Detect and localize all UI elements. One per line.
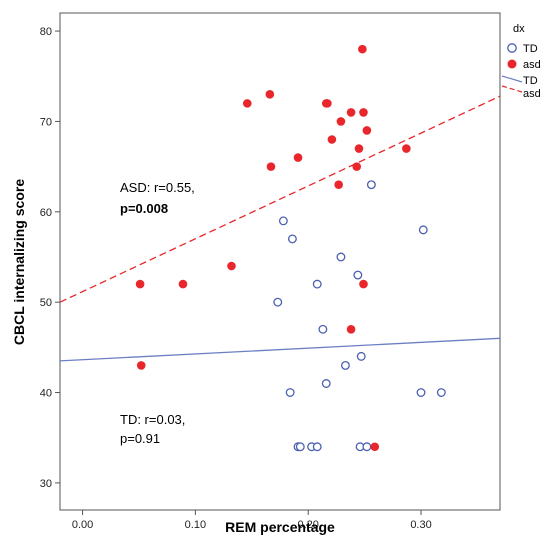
point-asd-22 — [370, 442, 380, 452]
point-td-2 — [273, 297, 283, 307]
point-asd-19 — [359, 279, 368, 289]
point-td-13 — [416, 388, 426, 397]
point-td-14 — [436, 388, 446, 397]
point-asd-11 — [402, 144, 411, 153]
point-asd-7 — [336, 117, 346, 126]
y-tick-label: 30 — [40, 478, 52, 490]
point-asd-1 — [242, 99, 252, 108]
point-td-1 — [287, 234, 297, 244]
point-td-20 — [362, 442, 372, 452]
y-tick-label: 70 — [40, 116, 52, 128]
legend-asd-line — [501, 85, 523, 93]
point-asd-14 — [352, 162, 362, 171]
asd-correlation-label: ASD: r=0.55, — [120, 180, 195, 195]
x-tick-label: 0.00 — [72, 519, 93, 531]
point-asd-12 — [293, 153, 303, 162]
y-axis-ticks: 30 40 50 60 70 80 — [40, 26, 60, 490]
point-td-18 — [312, 442, 322, 452]
point-asd-15 — [334, 180, 343, 189]
point-asd-18 — [227, 261, 236, 271]
point-td-12 — [285, 388, 295, 397]
td-correlation-label: TD: r=0.03, — [120, 412, 185, 427]
point-td-11 — [321, 379, 331, 388]
x-axis-ticks: 0.00 0.10 0.20 0.30 — [72, 510, 432, 531]
x-tick-label: 0.10 — [185, 519, 206, 531]
point-td-5 — [336, 252, 346, 262]
point-asd-8 — [362, 126, 372, 135]
point-td-16 — [295, 442, 305, 452]
legend-td-line-label: TD — [523, 75, 538, 87]
point-td-8 — [318, 324, 328, 334]
point-td-4 — [418, 225, 428, 235]
plot-area — [59, 12, 501, 511]
point-td-10 — [340, 360, 350, 370]
fit-line-asd — [59, 95, 501, 303]
point-asd-4 — [323, 99, 332, 108]
y-axis-title: CBCL internalizing score — [11, 179, 27, 345]
legend-asd-marker-label: asd — [523, 59, 541, 71]
x-tick-label: 0.20 — [297, 519, 318, 531]
point-td-7 — [312, 279, 322, 289]
point-td-6 — [353, 270, 363, 280]
legend-td-marker — [507, 43, 517, 53]
legend-title: dx — [513, 23, 525, 35]
data-points — [135, 44, 446, 452]
y-tick-label: 40 — [40, 388, 52, 400]
point-asd-10 — [354, 144, 364, 153]
point-td-9 — [356, 351, 366, 361]
asd-pvalue-label: p=0.008 — [120, 201, 168, 216]
point-asd-0 — [358, 44, 367, 54]
legend-asd-line-label: asd — [523, 88, 541, 100]
legend-td-marker-label: TD — [523, 43, 538, 55]
fit-line-td — [59, 337, 501, 362]
point-asd-20 — [346, 324, 356, 334]
point-asd-21 — [136, 361, 146, 370]
point-asd-17 — [178, 279, 188, 289]
legend: dx TD asd TD asd — [501, 23, 541, 100]
legend-td-line — [501, 75, 523, 83]
point-asd-2 — [265, 90, 275, 99]
point-asd-13 — [266, 162, 276, 171]
y-tick-label: 60 — [40, 207, 52, 219]
point-asd-5 — [346, 108, 356, 117]
fit-lines — [59, 95, 501, 362]
point-asd-6 — [359, 108, 368, 117]
point-asd-9 — [327, 135, 337, 144]
point-td-3 — [366, 180, 376, 190]
y-tick-label: 80 — [40, 26, 52, 38]
x-axis-title: REM percentage — [225, 519, 335, 535]
td-pvalue-label: p=0.91 — [120, 431, 160, 446]
x-tick-label: 0.30 — [410, 519, 431, 531]
point-asd-16 — [135, 279, 145, 289]
legend-asd-marker — [507, 59, 517, 69]
y-tick-label: 50 — [40, 297, 52, 309]
point-td-0 — [278, 216, 288, 226]
